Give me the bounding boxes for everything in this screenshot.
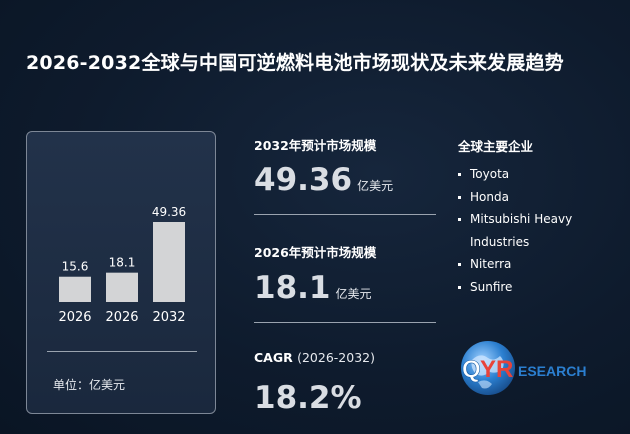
company-item: Toyota xyxy=(458,163,618,186)
market-2026-value-row: 18.1 亿美元 xyxy=(254,270,372,306)
stat-divider-1 xyxy=(254,214,436,215)
logo-yr: YR xyxy=(480,356,513,383)
company-item: Mitsubishi Heavy Industries xyxy=(458,208,618,253)
bar-value-label: 15.6 xyxy=(62,260,89,274)
market-2032-label: 2032年预计市场规模 xyxy=(254,138,377,153)
page-title: 2026-2032全球与中国可逆燃料电池市场现状及未来发展趋势 xyxy=(26,52,564,74)
cagr-period: (2026-2032) xyxy=(297,350,375,365)
bar xyxy=(106,272,138,302)
logo-q: Q xyxy=(462,356,481,383)
market-2026-label: 2026年预计市场规模 xyxy=(254,245,377,260)
cagr-label-row: CAGR (2026-2032) xyxy=(254,350,375,365)
qyresearch-logo: Q YR ESEARCH xyxy=(461,341,586,395)
chart-card: 15.6 2026 18.1 2026 49.36 2032 单位：亿美元 xyxy=(26,131,216,414)
company-item: Honda xyxy=(458,186,618,209)
x-tick-label: 2026 xyxy=(105,310,138,325)
market-2026-value: 18.1 xyxy=(254,270,331,306)
x-tick-label: 2032 xyxy=(152,310,185,325)
cagr-label: CAGR xyxy=(254,350,293,365)
unit-label: 单位：亿美元 xyxy=(53,378,126,392)
chart-divider xyxy=(47,351,197,352)
company-list: Toyota Honda Mitsubishi Heavy Industries Ni… xyxy=(458,163,618,298)
stat-divider-2 xyxy=(254,322,436,323)
market-2032-value-row: 49.36 亿美元 xyxy=(254,162,393,198)
bar-value-label: 18.1 xyxy=(109,256,136,270)
market-2032-unit: 亿美元 xyxy=(357,179,394,193)
logo-esearch: ESEARCH xyxy=(518,363,586,379)
bar xyxy=(153,222,185,302)
company-item: Sunfire xyxy=(458,276,618,299)
x-tick-label: 2026 xyxy=(58,310,91,325)
cagr-value: 18.2% xyxy=(254,380,362,416)
bar-value-label: 49.36 xyxy=(152,205,186,219)
market-2032-value: 49.36 xyxy=(254,162,353,198)
company-item: Niterra xyxy=(458,253,618,276)
companies-title: 全球主要企业 xyxy=(458,139,534,154)
market-2026-unit: 亿美元 xyxy=(335,287,372,301)
bar xyxy=(59,276,91,302)
bar-chart: 15.6 2026 18.1 2026 49.36 2032 xyxy=(58,205,186,325)
